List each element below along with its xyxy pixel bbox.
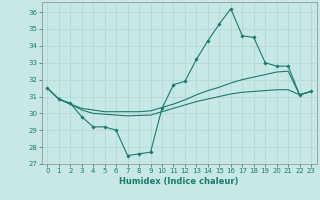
X-axis label: Humidex (Indice chaleur): Humidex (Indice chaleur) [119, 177, 239, 186]
